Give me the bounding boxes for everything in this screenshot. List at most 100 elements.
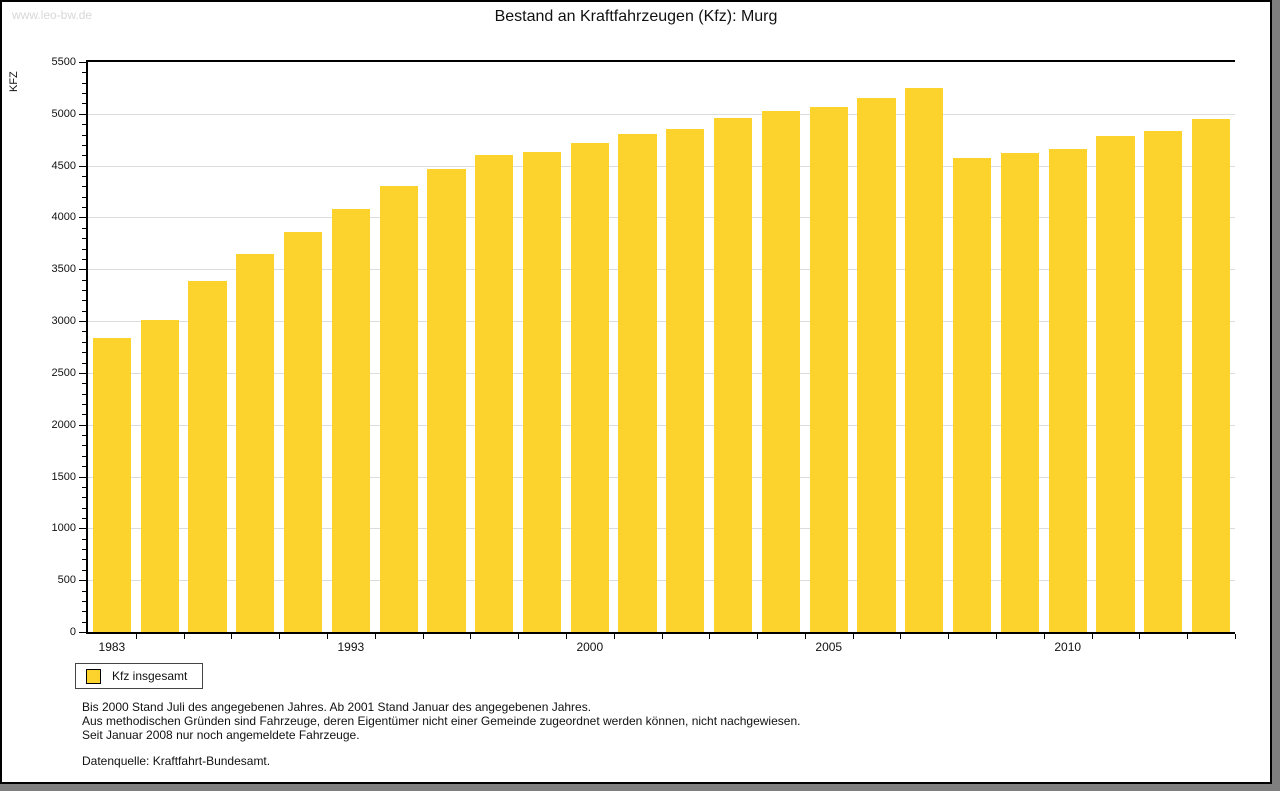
bar[interactable] <box>331 208 370 632</box>
x-tick <box>1091 634 1093 639</box>
y-minor-tick <box>82 300 86 302</box>
y-tick-label: 3000 <box>51 315 76 328</box>
y-minor-tick <box>82 538 86 540</box>
x-tick <box>422 634 424 639</box>
y-major-tick <box>79 632 86 633</box>
y-tick-label: 2000 <box>51 418 76 431</box>
bar[interactable] <box>570 143 609 632</box>
x-tick <box>1139 634 1141 639</box>
x-tick-label: 1993 <box>337 640 365 654</box>
y-major-tick <box>79 321 86 323</box>
x-tick-label: 2005 <box>815 640 843 654</box>
y-minor-tick <box>82 82 86 84</box>
bar[interactable] <box>1191 119 1231 632</box>
bar[interactable] <box>666 129 705 632</box>
bar[interactable] <box>1144 131 1183 632</box>
y-minor-tick <box>82 93 86 95</box>
y-minor-tick <box>82 310 86 312</box>
legend[interactable]: Kfz insgesamt <box>75 663 203 689</box>
y-tick-label: 4500 <box>51 159 76 172</box>
y-minor-tick <box>82 383 86 385</box>
y-minor-tick <box>82 414 86 416</box>
bar[interactable] <box>857 98 896 632</box>
x-tick-label: 2000 <box>576 640 604 654</box>
x-tick <box>183 634 185 639</box>
y-major-tick <box>79 580 86 582</box>
bar[interactable] <box>140 319 179 632</box>
x-tick <box>279 634 281 639</box>
bar[interactable] <box>905 87 944 632</box>
gridline <box>88 476 1235 478</box>
x-tick <box>565 634 567 639</box>
x-tick <box>135 634 137 639</box>
bar[interactable] <box>618 134 657 632</box>
y-tick-label: 5500 <box>51 56 76 68</box>
bar[interactable] <box>714 118 753 632</box>
bar[interactable] <box>522 151 562 632</box>
bar[interactable] <box>188 281 227 632</box>
gridline <box>88 113 1235 115</box>
x-tick <box>900 634 902 639</box>
bar[interactable] <box>1096 135 1135 632</box>
x-tick <box>326 634 328 639</box>
gridline <box>88 165 1235 167</box>
bar[interactable] <box>809 107 848 632</box>
footnote-line-1: Bis 2000 Stand Juli des angegebenen Jahr… <box>82 700 592 714</box>
x-tick <box>804 634 806 639</box>
x-tick <box>1235 634 1236 639</box>
y-minor-tick <box>82 248 86 250</box>
y-minor-tick <box>82 352 86 354</box>
bar[interactable] <box>953 157 992 632</box>
gridline <box>88 217 1235 219</box>
gridline <box>88 528 1235 530</box>
y-minor-tick <box>82 435 86 437</box>
y-minor-tick <box>82 507 86 509</box>
x-tick <box>1043 634 1045 639</box>
legend-label: Kfz insgesamt <box>112 669 188 683</box>
y-major-tick <box>79 269 86 271</box>
y-minor-tick <box>82 258 86 260</box>
bar[interactable] <box>761 111 801 632</box>
y-minor-tick <box>82 207 86 209</box>
y-minor-tick <box>82 486 86 488</box>
y-minor-tick <box>82 455 86 457</box>
y-major-tick <box>79 528 86 530</box>
y-minor-tick <box>82 590 86 592</box>
y-major-tick <box>79 424 86 426</box>
x-tick <box>231 634 233 639</box>
x-tick-label: 2010 <box>1054 640 1082 654</box>
y-tick-label: 0 <box>69 626 76 638</box>
bar[interactable] <box>1048 149 1087 632</box>
y-minor-tick <box>82 279 86 281</box>
x-tick <box>709 634 711 639</box>
bar[interactable] <box>236 253 275 632</box>
bar[interactable] <box>1000 153 1040 632</box>
y-major-tick <box>79 113 86 115</box>
y-minor-tick <box>82 621 86 623</box>
y-minor-tick <box>82 445 86 447</box>
x-tick <box>996 634 998 639</box>
y-minor-tick <box>82 186 86 188</box>
x-tick <box>470 634 472 639</box>
x-tick <box>661 634 663 639</box>
y-minor-tick <box>82 176 86 177</box>
gridline <box>88 269 1235 271</box>
footnote-source: Datenquelle: Kraftfahrt-Bundesamt. <box>82 754 271 768</box>
x-tick <box>374 634 376 639</box>
y-minor-tick <box>82 72 86 74</box>
watermark: www.leo-bw.de <box>12 8 93 22</box>
footnote-line-3: Seit Januar 2008 nur noch angemeldete Fa… <box>82 728 360 742</box>
gridline <box>88 321 1235 323</box>
x-tick-label: 1983 <box>98 640 126 654</box>
bar[interactable] <box>92 337 131 632</box>
bar[interactable] <box>475 155 514 632</box>
y-major-tick <box>79 217 86 219</box>
x-tick <box>613 634 615 639</box>
chart-title: Bestand an Kraftfahrzeugen (Kfz): Murg <box>494 8 778 25</box>
y-minor-tick <box>82 341 86 343</box>
y-minor-tick <box>82 611 86 613</box>
bar[interactable] <box>427 169 466 632</box>
bar[interactable] <box>283 231 323 632</box>
y-minor-tick <box>82 196 86 198</box>
bar[interactable] <box>379 186 418 632</box>
